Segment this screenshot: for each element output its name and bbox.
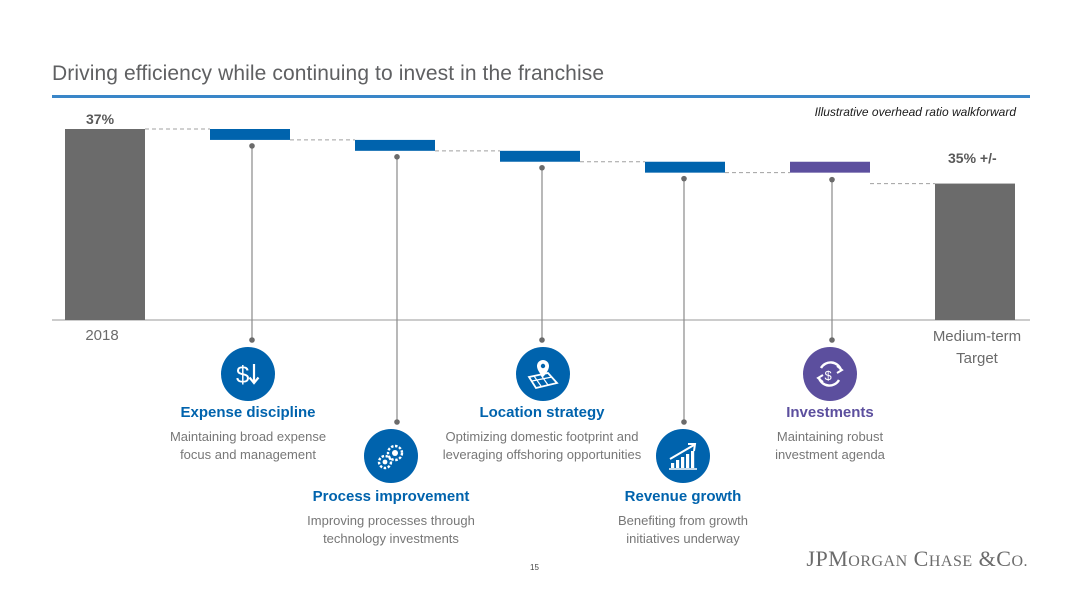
logo-part: & [978, 546, 997, 571]
category-description: Optimizing domestic footprint and levera… [422, 428, 662, 464]
gears-icon [364, 429, 418, 483]
description-line: focus and management [180, 447, 316, 462]
description-line: Optimizing domestic footprint and [445, 429, 639, 444]
bar-expense-discipline [210, 129, 290, 140]
leader-dot-expense-discipline [249, 143, 255, 149]
x-label-line1: Medium-term [932, 328, 1022, 345]
bar-2018 [65, 129, 145, 320]
category-investments: Investments Maintaining robust investmen… [710, 404, 950, 464]
leader-dot-location-strategy [539, 164, 545, 171]
leader-dot-investments [829, 176, 835, 183]
description-line: Maintaining broad expense [169, 429, 327, 444]
description-line: technology investments [323, 531, 459, 546]
category-process-improvement: Process improvement Improving processes … [271, 488, 511, 548]
logo-part: JP [806, 546, 829, 571]
end-value-label: 35% +/- [948, 150, 997, 166]
description-line: initiatives underway [626, 531, 740, 546]
category-revenue-growth: Revenue growth Benefiting from growth in… [563, 488, 803, 548]
logo-part: HASE [928, 553, 973, 570]
description-line: Improving processes through [307, 513, 475, 528]
page-number: 15 [530, 563, 539, 572]
x-label-line2: Target [956, 350, 998, 367]
category-heading: Expense discipline [180, 404, 316, 421]
logo-part: ORGAN [848, 553, 908, 570]
category-expense-discipline: Expense discipline Maintaining broad exp… [128, 404, 368, 464]
leader-dot-revenue-growth [681, 175, 687, 182]
page-title: Driving efficiency while continuing to i… [52, 62, 605, 85]
leader-dot-investments [829, 337, 835, 343]
growth-chart-icon [656, 429, 710, 483]
leader-dot-revenue-growth [681, 419, 687, 425]
map-pin-icon [516, 347, 570, 401]
bar-process-improvement [355, 139, 435, 151]
description-line: investment agenda [775, 447, 885, 462]
category-description: Maintaining broad expense focus and mana… [128, 428, 368, 464]
dollar-down-icon: $ [221, 347, 275, 401]
category-heading: Location strategy [479, 404, 605, 421]
bar-investments [790, 161, 870, 173]
category-heading: Process improvement [312, 488, 470, 505]
jpmorgan-chase-logo: JPMORGAN CHASE &CO. [806, 546, 1028, 572]
svg-text:$: $ [236, 362, 249, 389]
svg-text:$: $ [825, 368, 833, 383]
title-rule [52, 95, 1030, 98]
leader-dot-location-strategy [539, 337, 545, 343]
logo-part: C [996, 546, 1012, 571]
description-line: leveraging offshoring opportunities [442, 447, 642, 462]
bar-medium-term-target [935, 183, 1015, 320]
leader-dot-expense-discipline [249, 337, 255, 343]
logo-part: C [913, 546, 929, 571]
category-heading: Investments [786, 404, 874, 421]
bar-revenue-growth [645, 161, 725, 173]
leader-dot-process-improvement [394, 154, 400, 160]
bar-location-strategy [500, 150, 580, 162]
chart-subtitle: Illustrative overhead ratio walkforward [814, 105, 1016, 119]
description-line: Benefiting from growth [617, 513, 749, 528]
logo-part: M [828, 546, 849, 571]
leader-dot-process-improvement [394, 419, 400, 425]
category-location-strategy: Location strategy Optimizing domestic fo… [422, 404, 662, 464]
description-line: Maintaining robust [776, 429, 884, 444]
x-label-2018: 2018 [85, 327, 119, 344]
category-heading: Revenue growth [624, 488, 742, 505]
dollar-cycle-icon: $ [803, 347, 857, 401]
category-description: Benefiting from growth initiatives under… [563, 512, 803, 548]
category-description: Maintaining robust investment agenda [710, 428, 950, 464]
start-value-label: 37% [86, 111, 115, 127]
x-label-medium-term-target: Medium-term Target [920, 326, 1034, 370]
category-description: Improving processes through technology i… [271, 512, 511, 548]
logo-part: O. [1011, 553, 1028, 570]
